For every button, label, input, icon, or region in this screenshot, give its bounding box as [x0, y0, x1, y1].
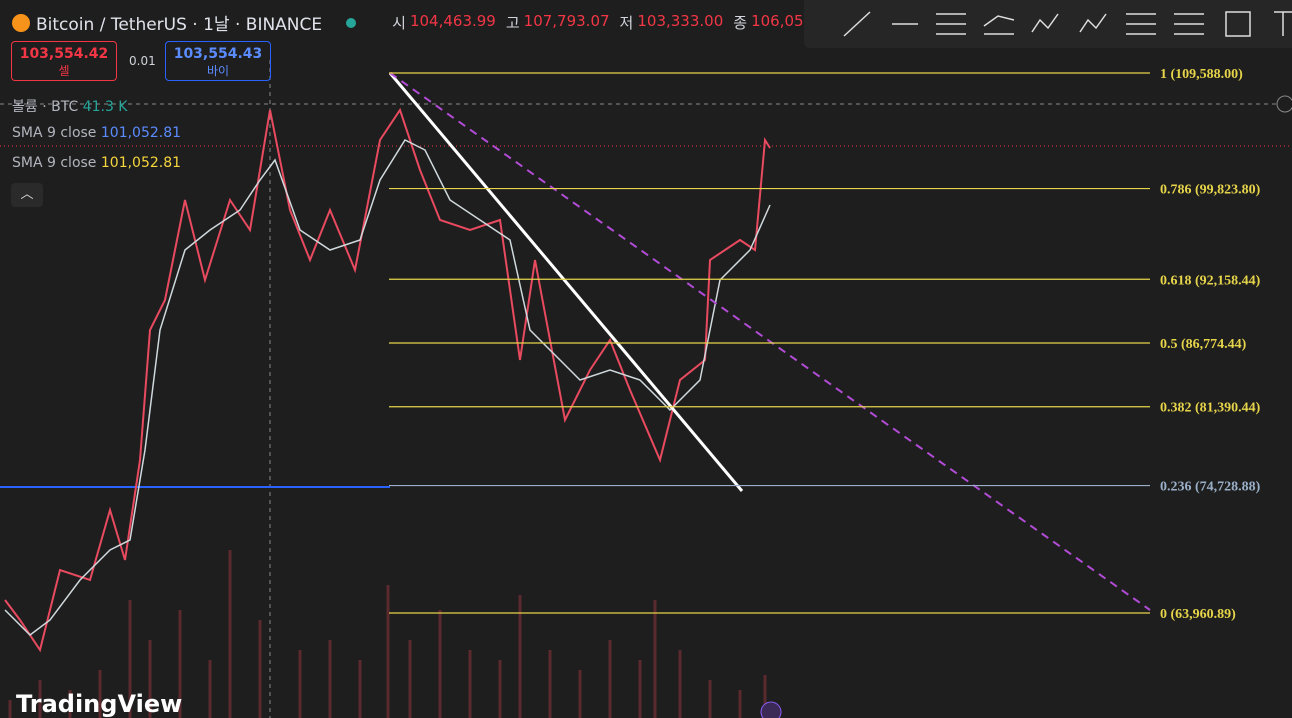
ohlc-key: 고 — [505, 14, 520, 32]
symbol[interactable]: Bitcoin / TetherUS · 1날 · BINANCE — [36, 15, 323, 35]
symbol-header: Bitcoin / TetherUS · 1날 · BINANCE 시 104,4… — [12, 10, 843, 35]
ohlc-value: 107,793.07 — [523, 12, 610, 30]
tool-channel[interactable] — [936, 13, 966, 35]
fib-level-label: 0.618 (92,158.44) — [1160, 273, 1261, 288]
indicator[interactable]: SMA 9 close 101,052.81 — [12, 125, 181, 141]
fib-level-label: 0.786 (99,823.80) — [1160, 183, 1261, 198]
indicator[interactable]: 볼륨 · BTC 41.3 K — [12, 96, 128, 116]
drawing-toolbar — [804, 0, 1292, 48]
fib-level-label: 0 (63,960.89) — [1160, 607, 1236, 622]
branding: TradingView — [16, 690, 183, 718]
volume-bars — [8, 550, 767, 718]
indicator[interactable]: SMA 9 close 101,052.81 — [12, 155, 181, 171]
buy-price: 103,554.43 — [173, 46, 263, 62]
tool-range[interactable] — [1126, 13, 1156, 35]
tool-rect[interactable] — [1225, 11, 1251, 37]
fib-level-label: 0.5 (86,774.44) — [1160, 337, 1247, 352]
tool-text[interactable] — [1274, 11, 1292, 36]
sell-button[interactable]: 103,554.42 셀 — [11, 41, 117, 81]
tool-abcd[interactable] — [1079, 13, 1107, 33]
indicator-value: 41.3 K — [82, 99, 128, 115]
status-dot — [346, 17, 357, 28]
indicator-name: SMA 9 close — [12, 155, 97, 171]
buy-label: 바이 — [206, 64, 230, 78]
indicator-value: 101,052.81 — [100, 125, 182, 141]
toolbar-icons — [843, 11, 1292, 37]
tool-trendline[interactable] — [843, 11, 871, 37]
fib-level-label: 0.382 (81,390.44) — [1160, 401, 1261, 416]
collapse-button[interactable]: ︿ — [11, 183, 43, 207]
indicator-value: 101,052.81 — [100, 155, 182, 171]
ohlc-key: 시 — [392, 14, 406, 32]
sell-price: 103,554.42 — [19, 46, 109, 62]
trendline — [388, 72, 744, 492]
fib-retracement: 1 (109,588.00) 0.786 (99,823.80) 0.618 (92… — [389, 67, 1261, 622]
tool-pattern[interactable] — [1031, 13, 1059, 33]
ohlc-key: 종 — [733, 14, 748, 32]
spread: 0.01 — [129, 54, 156, 68]
dashed-trendline — [389, 72, 1151, 611]
tool-ruler[interactable] — [1174, 13, 1204, 35]
fib-level-label: 0.236 (74,728.88) — [1160, 480, 1261, 495]
tool-fib[interactable] — [983, 15, 1015, 35]
indicator-name: SMA 9 close — [12, 125, 97, 141]
event-icon[interactable] — [760, 701, 782, 718]
ohlc-value: 104,463.99 — [409, 12, 496, 30]
buy-button[interactable]: 103,554.43 바이 — [165, 41, 271, 81]
indicator-name: 볼륨 · BTC — [12, 99, 79, 115]
price-scale-button[interactable] — [1276, 95, 1292, 113]
btc-icon — [12, 13, 30, 32]
ohlc: 시 104,463.99 고 107,793.07 저 103,333.00 종 106,05… — [392, 12, 843, 33]
sma-path — [4, 139, 771, 636]
sell-label: 셀 — [58, 64, 70, 78]
ohlc-value: 103,333.00 — [637, 12, 724, 30]
ohlc-key: 저 — [619, 14, 634, 32]
price-path — [4, 107, 771, 653]
fib-level-label: 1 (109,588.00) — [1160, 67, 1243, 82]
